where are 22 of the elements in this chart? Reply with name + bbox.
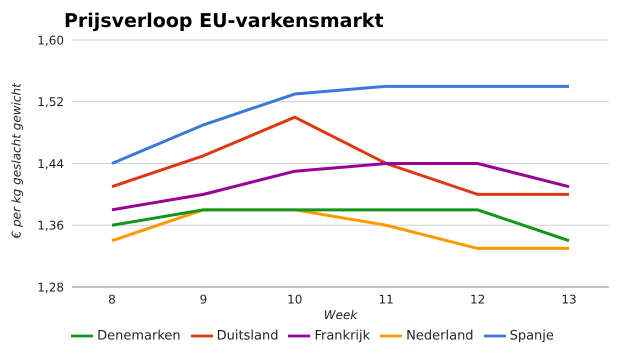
x-tick-label: 9 — [200, 292, 208, 307]
legend-label: Denemarken — [97, 328, 181, 344]
line-series — [110, 162, 570, 212]
chart-title: Prijsverloop EU-varkensmarkt — [64, 10, 384, 32]
x-tick-label: 13 — [561, 292, 577, 307]
legend-label: Spanje — [510, 328, 554, 344]
y-tick-label: 1,44 — [37, 156, 64, 171]
x-tick-label: 12 — [470, 292, 486, 307]
legend-label: Nederland — [406, 328, 474, 344]
line-series — [110, 84, 570, 165]
legend-label: Duitsland — [216, 328, 278, 344]
line-series — [110, 116, 570, 196]
x-axis-title: Week — [324, 308, 358, 322]
x-tick-label: 10 — [287, 292, 302, 307]
x-tick-label: 11 — [378, 292, 394, 307]
y-tick-label: 1,36 — [37, 218, 64, 233]
x-tick-label: 8 — [108, 292, 116, 307]
y-tick-label: 1,52 — [37, 95, 64, 110]
y-tick-label: 1,28 — [37, 280, 64, 294]
y-tick-label: 1,60 — [37, 33, 64, 48]
y-axis-title: € per kg geslacht gewicht — [9, 82, 24, 240]
legend-label: Frankrijk — [314, 328, 370, 344]
